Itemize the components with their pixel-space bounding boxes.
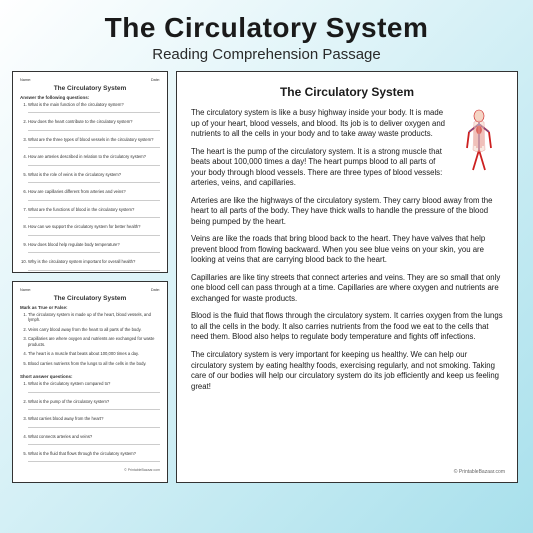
sa-heading: Short answer questions: (20, 374, 160, 379)
main-passage: The Circulatory System The circulatory s… (176, 71, 518, 483)
sa-list: What is the circulatory system compared … (20, 381, 160, 462)
sa-item: What is the circulatory system compared … (28, 381, 160, 392)
tf-item: The circulatory system is made up of the… (28, 312, 160, 323)
tf-item: Capillaries are where oxygen and nutrien… (28, 336, 160, 347)
question-item: How are arteries described in relation t… (28, 154, 160, 165)
worksheet-thumb-questions: Name: Date: The Circulatory System Answe… (12, 71, 168, 273)
name-label: Name: (20, 78, 31, 82)
tf-item: Veins carry blood away from the heart to… (28, 327, 160, 332)
date-label: Date: (151, 288, 160, 292)
content-area: Name: Date: The Circulatory System Answe… (12, 71, 521, 483)
passage-paragraph: Arteries are like the highways of the ci… (191, 196, 503, 228)
sa-item: What is the fluid that flows through the… (28, 451, 160, 462)
passage-paragraph: The circulatory system is very important… (191, 350, 503, 392)
anatomy-diagram-icon (455, 108, 503, 178)
section-heading: Answer the following questions: (20, 95, 160, 100)
tf-list: The circulatory system is made up of the… (20, 312, 160, 366)
question-item: What are the three types of blood vessel… (28, 137, 160, 148)
header: The Circulatory System Reading Comprehen… (12, 12, 521, 63)
tf-item: The heart is a muscle that beats about 1… (28, 351, 160, 356)
sa-item: What connects arteries and veins? (28, 434, 160, 445)
question-item: How does blood help regulate body temper… (28, 242, 160, 253)
thumbnails-column: Name: Date: The Circulatory System Answe… (12, 71, 168, 483)
question-item: What are the functions of blood in the c… (28, 207, 160, 218)
page-subtitle: Reading Comprehension Passage (12, 46, 521, 63)
thumb-title: The Circulatory System (20, 295, 160, 302)
tf-item: Blood carries nutrients from the lungs t… (28, 361, 160, 366)
question-item: How does the heart contribute to the cir… (28, 119, 160, 130)
thumb-footer: © PrintableBazaar.com (20, 468, 160, 472)
page-title: The Circulatory System (12, 12, 521, 44)
question-item: Why is the circulatory system important … (28, 259, 160, 270)
question-item: What is the role of veins in the circula… (28, 172, 160, 183)
question-item: How can we support the circulatory syste… (28, 224, 160, 235)
question-item: What is the main function of the circula… (28, 102, 160, 113)
passage-footer: © PrintableBazaar.com (454, 469, 505, 476)
name-label: Name: (20, 288, 31, 292)
passage-title: The Circulatory System (191, 84, 503, 100)
sa-item: What is the pump of the circulatory syst… (28, 399, 160, 410)
passage-paragraph: Blood is the fluid that flows through th… (191, 311, 503, 343)
thumb-title: The Circulatory System (20, 85, 160, 92)
sa-item: What carries blood away from the heart? (28, 416, 160, 427)
date-label: Date: (151, 78, 160, 82)
passage-paragraph: Veins are like the roads that bring bloo… (191, 234, 503, 266)
question-item: How are capillaries different from arter… (28, 189, 160, 200)
question-list: What is the main function of the circula… (20, 102, 160, 271)
tf-heading: Mark as True or False: (20, 305, 160, 310)
passage-paragraph: Capillaries are like tiny streets that c… (191, 273, 503, 305)
worksheet-thumb-truefalse: Name: Date: The Circulatory System Mark … (12, 281, 168, 483)
